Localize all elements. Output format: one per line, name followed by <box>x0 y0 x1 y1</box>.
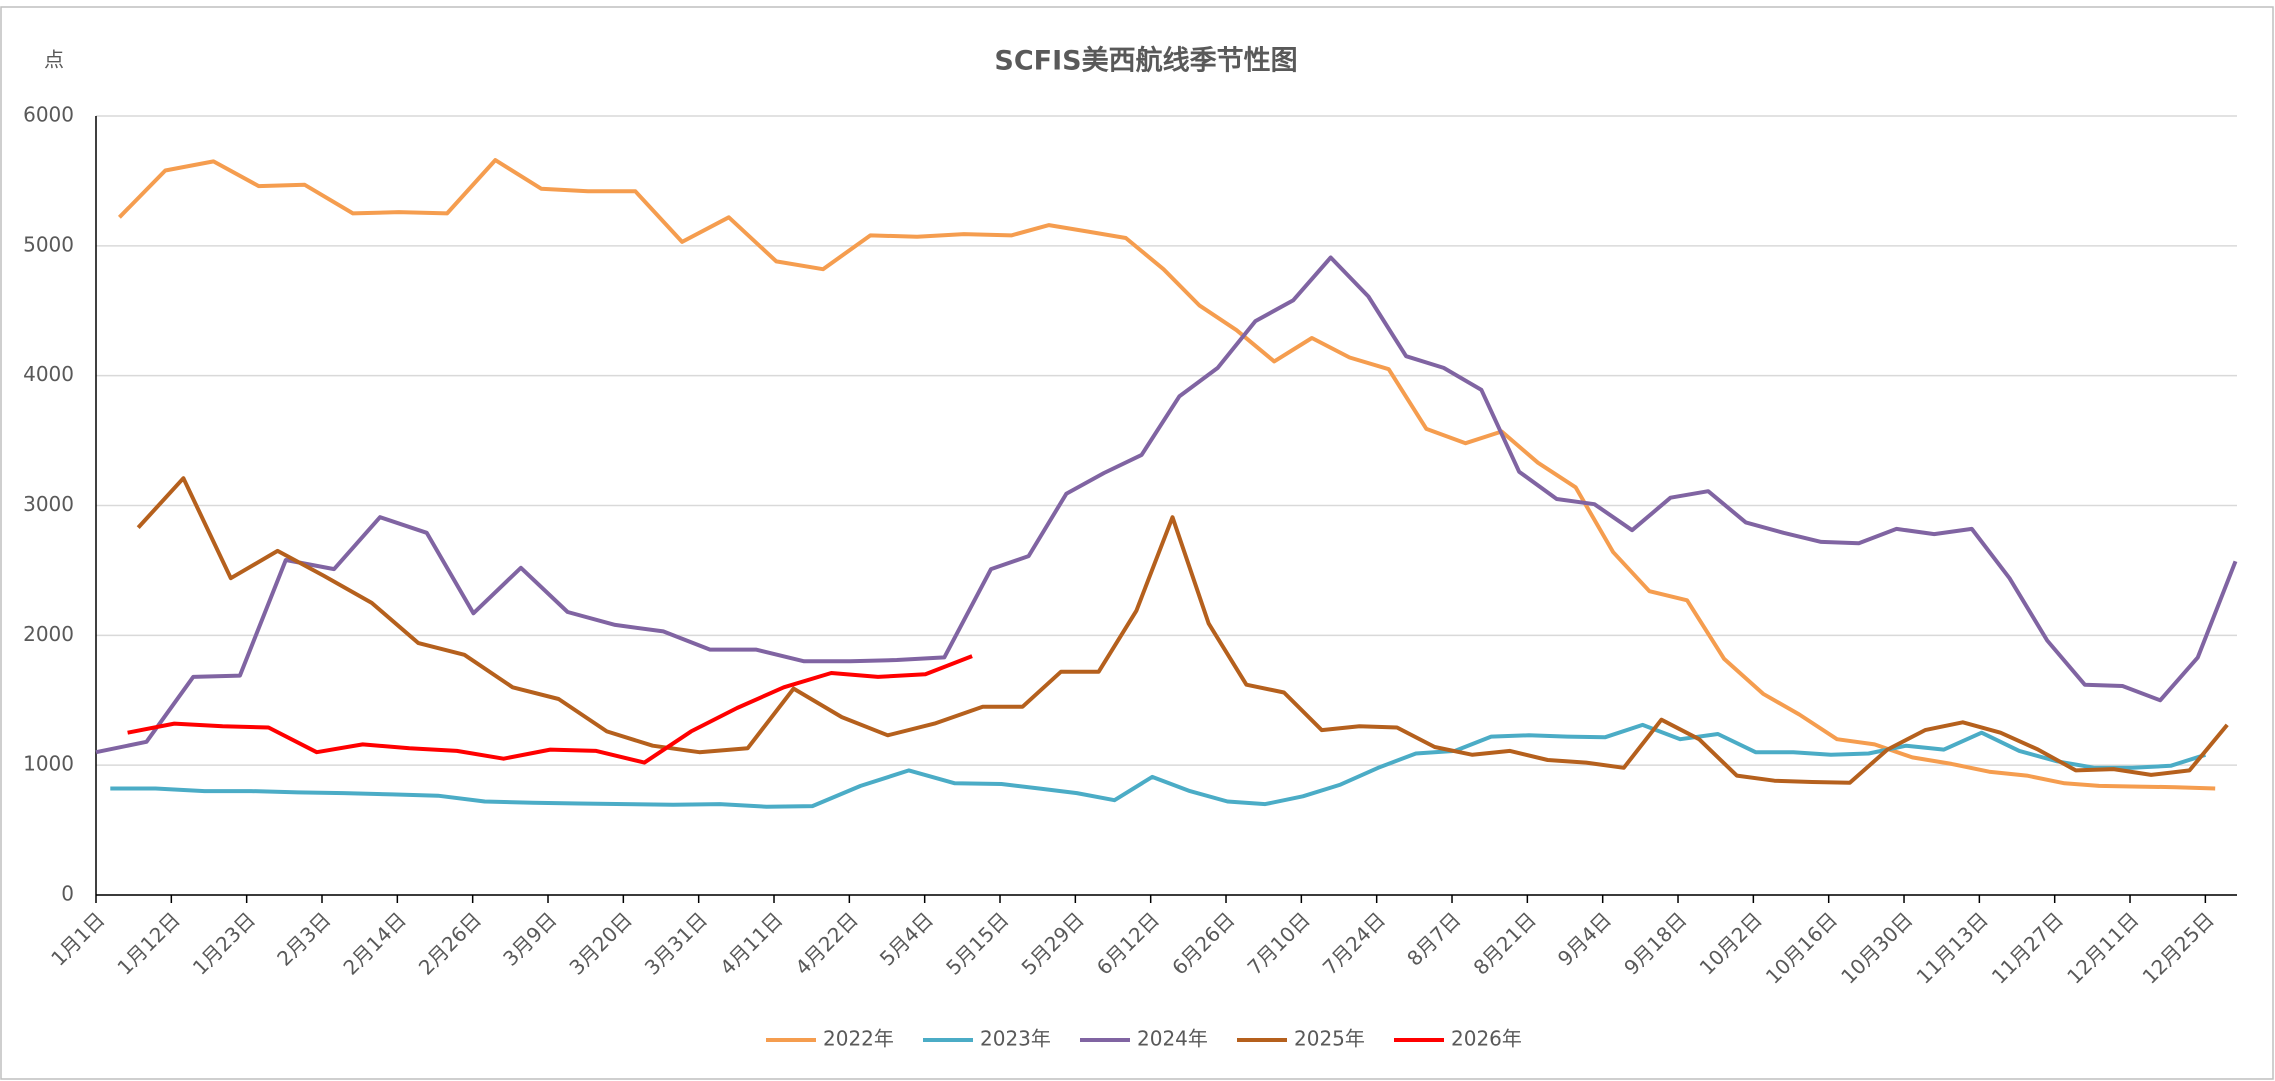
x-tick-label: 5月29日 <box>1017 907 1089 979</box>
legend-label: 2023年 <box>980 1027 1051 1051</box>
x-tick-label: 10月2日 <box>1695 907 1767 979</box>
legend-label: 2026年 <box>1451 1027 1522 1051</box>
x-tick-label: 9月18日 <box>1619 907 1691 979</box>
series-line <box>136 476 2229 785</box>
x-tick-label: 11月13日 <box>1912 907 1993 988</box>
x-tick-label: 11月27日 <box>1987 907 2068 988</box>
x-tick-label: 2月14日 <box>339 907 411 979</box>
legend-label: 2024年 <box>1137 1027 1208 1051</box>
x-tick-label: 10月30日 <box>1836 907 1917 988</box>
x-tick-label: 3月31日 <box>640 907 712 979</box>
x-tick-label: 5月15日 <box>941 907 1013 979</box>
series-line <box>117 158 2216 791</box>
y-tick-label: 3000 <box>23 492 74 516</box>
x-tick-label: 1月1日 <box>46 907 109 970</box>
series-line <box>95 255 2238 755</box>
x-tick-label: 12月11日 <box>2062 907 2143 988</box>
x-tick-label: 10月16日 <box>1761 907 1842 988</box>
x-tick-label: 4月11日 <box>715 907 787 979</box>
x-tick-label: 3月9日 <box>498 907 561 970</box>
x-tick-label: 8月7日 <box>1402 907 1465 970</box>
x-tick-label: 7月10日 <box>1243 907 1315 979</box>
y-tick-label: 4000 <box>23 362 74 386</box>
x-tick-label: 6月26日 <box>1167 907 1239 979</box>
x-tick-label: 1月23日 <box>188 907 260 979</box>
x-tick-label: 6月12日 <box>1092 907 1164 979</box>
x-tick-label: 3月20日 <box>565 907 637 979</box>
y-tick-label: 2000 <box>23 622 74 646</box>
y-tick-label: 5000 <box>23 232 74 256</box>
x-tick-label: 8月21日 <box>1469 907 1541 979</box>
x-tick-label: 2月26日 <box>414 907 486 979</box>
x-tick-label: 4月22日 <box>791 907 863 979</box>
chart-title: SCFIS美西航线季节性图 <box>994 45 1297 77</box>
chart-border <box>0 6 2274 1080</box>
x-tick-label: 12月25日 <box>2138 907 2219 988</box>
x-tick-label: 9月4日 <box>1553 907 1616 970</box>
x-tick-label: 7月24日 <box>1318 907 1390 979</box>
y-tick-label: 1000 <box>23 752 74 776</box>
x-tick-label: 1月12日 <box>113 907 185 979</box>
legend-label: 2025年 <box>1294 1027 1365 1051</box>
series-line <box>127 654 973 765</box>
legend-label: 2022年 <box>823 1027 894 1051</box>
y-axis-label: 点 <box>44 48 64 72</box>
x-tick-label: 2月3日 <box>272 907 335 970</box>
y-tick-label: 6000 <box>23 103 74 127</box>
x-tick-label: 5月4日 <box>875 907 938 970</box>
y-tick-label: 0 <box>61 882 74 906</box>
